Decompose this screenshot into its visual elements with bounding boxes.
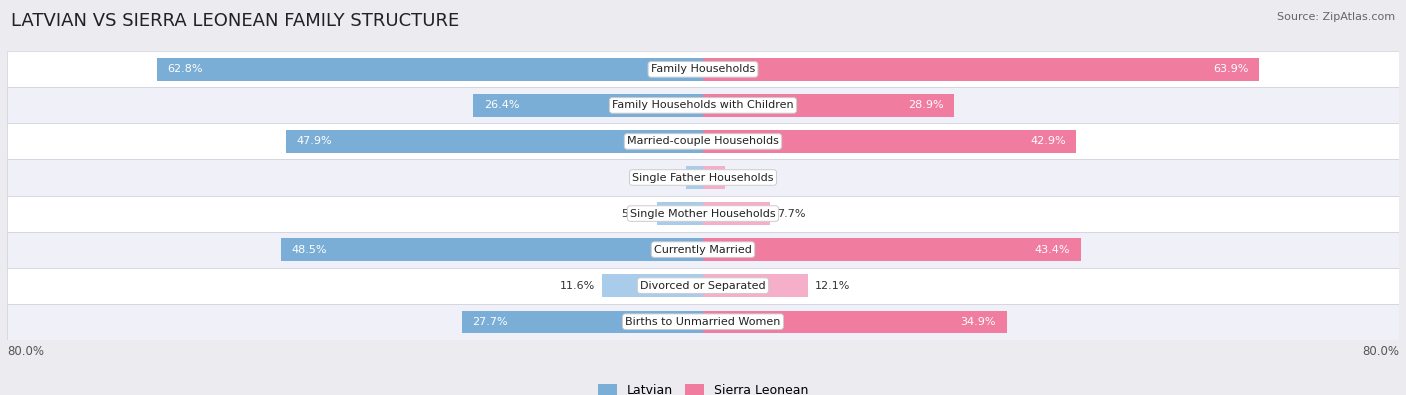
Bar — [7, 268, 1399, 304]
Bar — [602, 275, 703, 297]
Bar — [703, 94, 955, 117]
Bar — [703, 239, 1081, 261]
Bar — [703, 166, 724, 189]
Text: Currently Married: Currently Married — [654, 245, 752, 255]
Text: 42.9%: 42.9% — [1031, 136, 1066, 147]
Text: 26.4%: 26.4% — [484, 100, 519, 111]
Text: 43.4%: 43.4% — [1035, 245, 1070, 255]
Bar — [156, 58, 703, 81]
Bar — [703, 275, 808, 297]
Bar — [657, 202, 703, 225]
Bar — [7, 51, 1399, 87]
Bar — [7, 304, 1399, 340]
Text: 2.0%: 2.0% — [650, 173, 679, 182]
Text: 28.9%: 28.9% — [908, 100, 943, 111]
Bar — [281, 239, 703, 261]
Legend: Latvian, Sierra Leonean: Latvian, Sierra Leonean — [598, 384, 808, 395]
Bar — [7, 160, 1399, 196]
Bar — [287, 130, 703, 152]
Text: Family Households with Children: Family Households with Children — [612, 100, 794, 111]
Text: Divorced or Separated: Divorced or Separated — [640, 280, 766, 291]
Bar — [703, 58, 1258, 81]
Text: Source: ZipAtlas.com: Source: ZipAtlas.com — [1277, 12, 1395, 22]
Text: Married-couple Households: Married-couple Households — [627, 136, 779, 147]
Text: LATVIAN VS SIERRA LEONEAN FAMILY STRUCTURE: LATVIAN VS SIERRA LEONEAN FAMILY STRUCTU… — [11, 12, 460, 30]
Text: 62.8%: 62.8% — [167, 64, 202, 74]
Bar — [7, 87, 1399, 124]
Text: 12.1%: 12.1% — [815, 280, 851, 291]
Bar — [686, 166, 703, 189]
Bar — [703, 202, 770, 225]
Bar — [474, 94, 703, 117]
Bar — [7, 196, 1399, 231]
Text: 47.9%: 47.9% — [297, 136, 332, 147]
Text: 48.5%: 48.5% — [291, 245, 328, 255]
Text: 27.7%: 27.7% — [472, 317, 508, 327]
Text: 11.6%: 11.6% — [560, 280, 595, 291]
Text: Births to Unmarried Women: Births to Unmarried Women — [626, 317, 780, 327]
Bar — [463, 310, 703, 333]
Text: Family Households: Family Households — [651, 64, 755, 74]
Text: Single Father Households: Single Father Households — [633, 173, 773, 182]
Text: 34.9%: 34.9% — [960, 317, 997, 327]
Text: Single Mother Households: Single Mother Households — [630, 209, 776, 218]
Text: 80.0%: 80.0% — [1362, 345, 1399, 358]
Text: 63.9%: 63.9% — [1213, 64, 1249, 74]
Text: 2.5%: 2.5% — [731, 173, 761, 182]
Text: 7.7%: 7.7% — [778, 209, 806, 218]
Bar — [703, 310, 1007, 333]
Bar — [7, 124, 1399, 160]
Bar — [703, 130, 1076, 152]
Text: 80.0%: 80.0% — [7, 345, 44, 358]
Text: 5.3%: 5.3% — [621, 209, 650, 218]
Bar — [7, 231, 1399, 268]
